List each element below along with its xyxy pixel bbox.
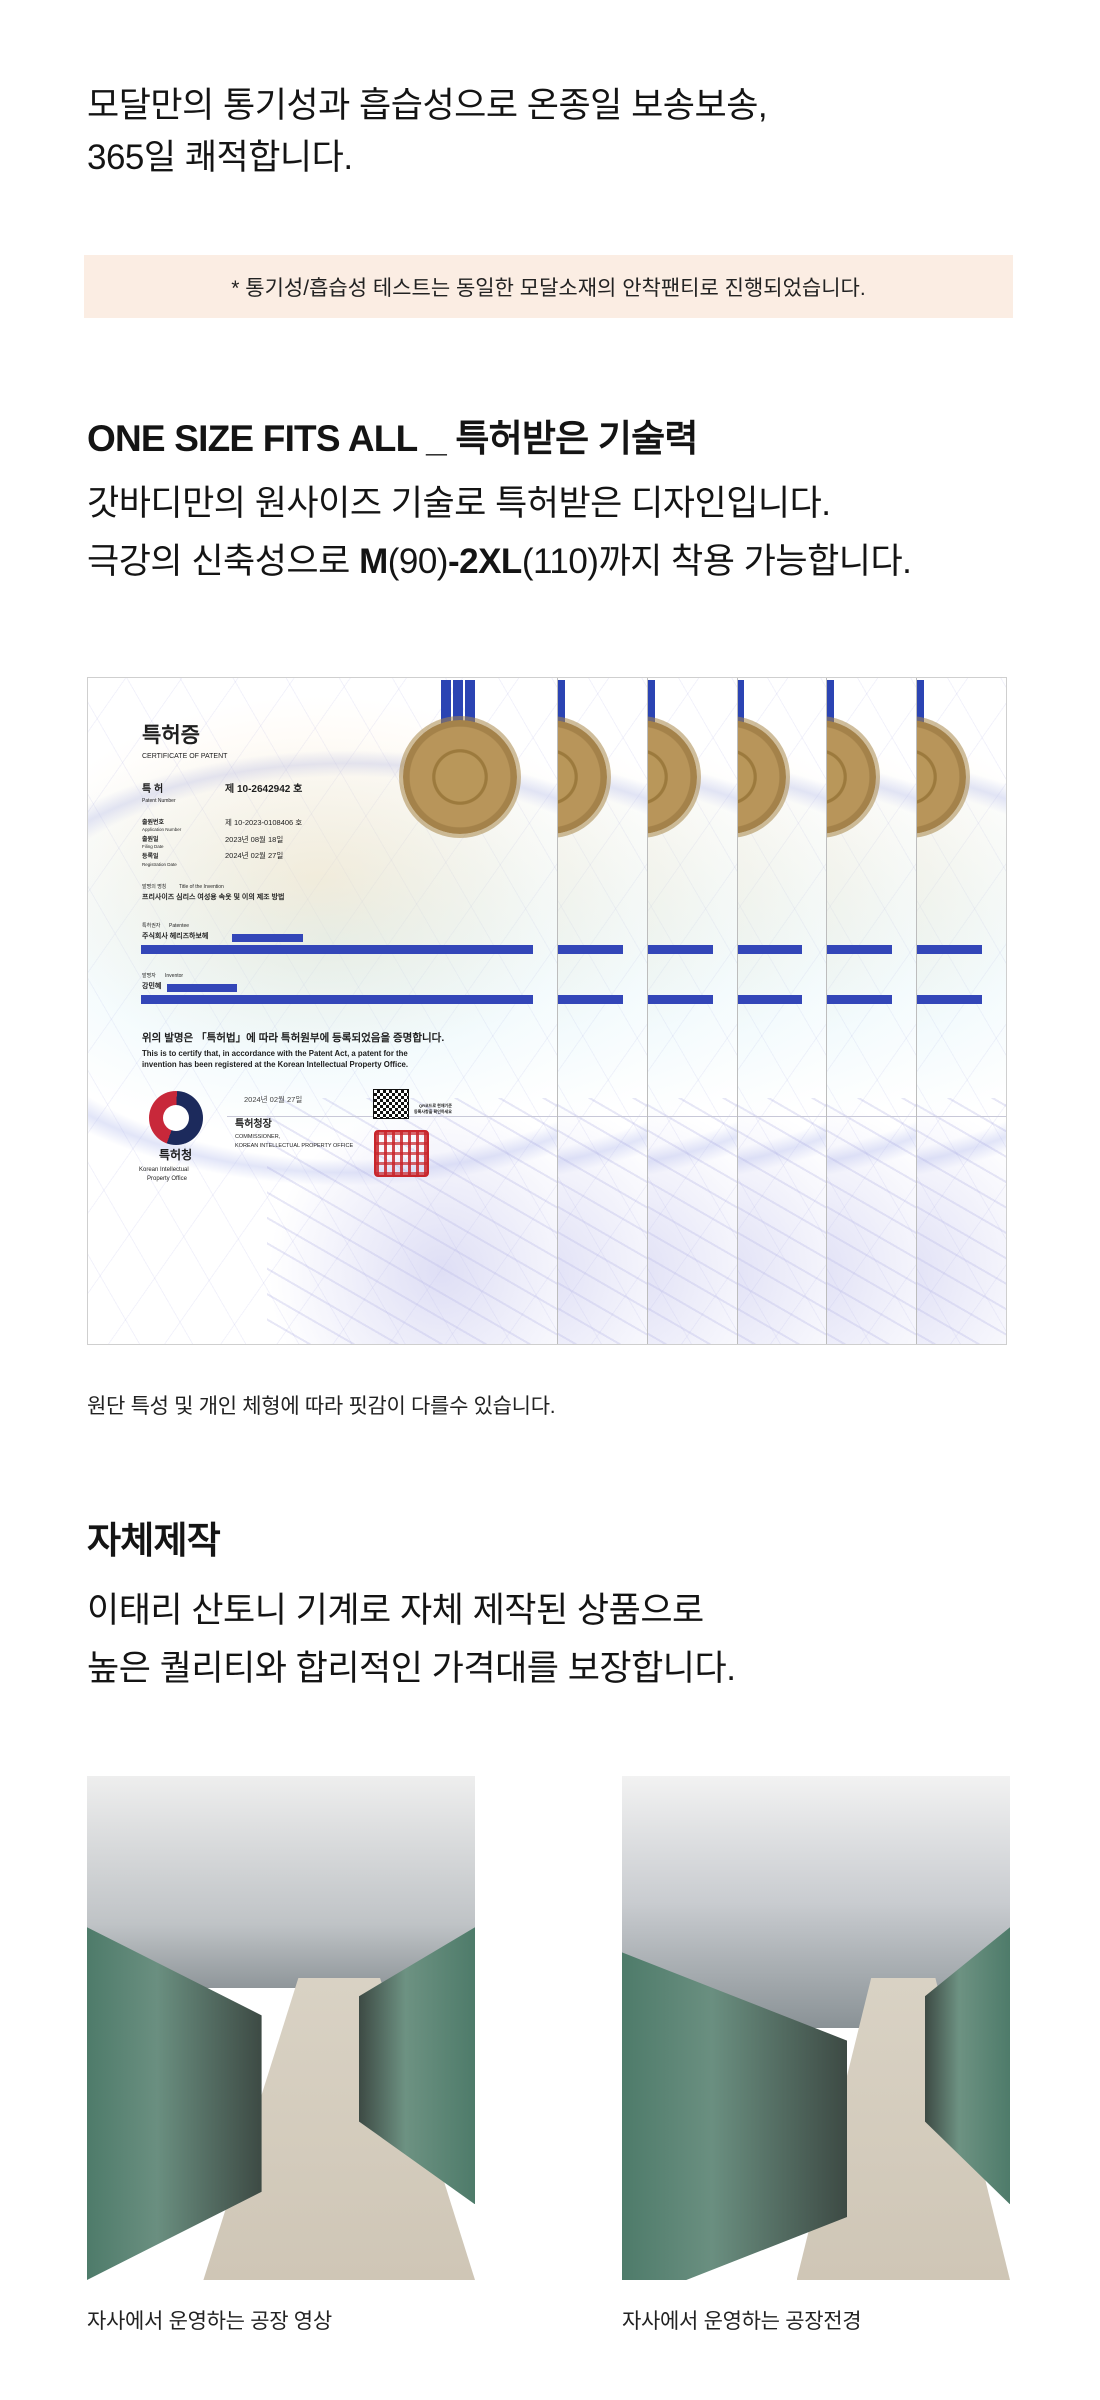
label: 특허권자 [142, 923, 161, 929]
ribbon-icon [914, 680, 924, 735]
application-number: 제 10-2023-0108406 호 [225, 818, 303, 827]
text: 까지 착용 가능합니다. [598, 542, 912, 581]
office-name-en: Korean Intellectual [139, 1167, 189, 1173]
label-en: Inventor [165, 973, 184, 979]
factory-video-caption: 자사에서 운영하는 공장 영상 [87, 2310, 332, 2333]
label-en: Application Number [142, 827, 182, 832]
ceiling [87, 1776, 475, 1988]
statement-en: This is to certify that, in accordance w… [142, 1049, 408, 1058]
label: 출원번호 [142, 820, 165, 826]
kipo-logo-icon [149, 1091, 203, 1145]
patent-line-1: 갓바디만의 원사이즈 기술로 특허받은 디자인입니다. [87, 484, 831, 523]
label-en: Patentee [169, 923, 190, 929]
fit-caption: 원단 특성 및 개인 체형에 따라 핏감이 다를수 있습니다. [87, 1395, 556, 1418]
certificate-copy: 특허증 CERTIFICATE OF PATENT 특 허 Patent Num… [88, 678, 558, 1344]
intro-line-1: 모달만의 통기성과 흡습성으로 온종일 보송보송, [87, 86, 768, 125]
size-m: M [359, 542, 388, 581]
redaction-bar [141, 995, 533, 1004]
factory-description: 이태리 산토니 기계로 자체 제작된 상품으로 높은 퀄리티와 합리적인 가격대… [87, 1582, 736, 1698]
label-en: Registration Date [142, 862, 177, 867]
label-en: Patent Number [142, 798, 176, 804]
inventor: 강민혜 [142, 983, 162, 990]
factory-line-1: 이태리 산토니 기계로 자체 제작된 상품으로 [87, 1591, 704, 1630]
intro-text: 모달만의 통기성과 흡습성으로 온종일 보송보송, 365일 쾌적합니다. [87, 80, 768, 184]
size-2xl-value: (110) [521, 542, 599, 581]
redaction-box [167, 984, 237, 992]
ribbon-icon [465, 680, 475, 735]
official-seal-icon [374, 1130, 429, 1177]
ribbon-icon [441, 680, 451, 735]
qr-code-icon [373, 1089, 409, 1119]
label: 특 허 [142, 784, 164, 795]
factory-photo-caption: 자사에서 운영하는 공장전경 [622, 2310, 862, 2333]
office-name: 특허청 [159, 1148, 193, 1162]
filing-date: 2023년 08월 18일 [225, 835, 284, 844]
patentee: 주식회사 헤리즈하보헤 [142, 933, 209, 940]
patent-heading: ONE SIZE FITS ALL _ 특허받은 기술력 [87, 418, 698, 459]
statement-en: invention has been registered at the Kor… [142, 1060, 409, 1069]
size-m-value: (90) [387, 542, 449, 581]
commissioner-en: KOREAN INTELLECTUAL PROPERTY OFFICE [235, 1143, 354, 1149]
commissioner-en: COMMISSIONER, [235, 1134, 281, 1140]
label: 발명의 명칭 [142, 884, 167, 890]
factory-video[interactable] [87, 1776, 475, 2280]
patent-description: 갓바디만의 원사이즈 기술로 특허받은 디자인입니다. 극강의 신축성으로 M(… [87, 475, 912, 591]
ribbon-icon [644, 680, 655, 735]
ribbon-icon [824, 680, 835, 735]
factory-line-2: 높은 퀄리티와 합리적인 가격대를 보장합니다. [87, 1649, 736, 1688]
ribbon-icon [554, 680, 565, 735]
statement-ko: 위의 발명은 「특허법」에 따라 특허원부에 등록되었음을 증명합니다. [142, 1032, 445, 1044]
ribbon-icon [734, 680, 745, 735]
test-note-text: * 통기성/흡습성 테스트는 동일한 모달소재의 안착팬티로 진행되었습니다. [231, 276, 866, 300]
redaction-box [232, 934, 303, 942]
registration-date: 2024년 02월 27일 [225, 851, 284, 860]
label-en: Filing Date [142, 844, 164, 849]
patent-certificate-image: 특허증 CERTIFICATE OF PATENT 특 허 Patent Num… [87, 677, 1007, 1345]
commissioner: 특허청장 [235, 1119, 272, 1130]
redaction-bar [141, 945, 533, 954]
qr-note: 등록사항을 확인하세요 [414, 1109, 452, 1114]
label-en: Title of the Invention [179, 884, 224, 890]
patent-number: 제 10-2642942 호 [225, 784, 303, 795]
qr-note: QR코드로 현재기준 [419, 1103, 452, 1108]
factory-heading: 자체제작 [87, 1520, 221, 1561]
label: 출원일 [142, 837, 159, 843]
intro-line-2: 365일 쾌적합니다. [87, 138, 353, 177]
label: 등록일 [142, 854, 159, 860]
factory-photo [622, 1776, 1010, 2280]
test-note-banner: * 통기성/흡습성 테스트는 동일한 모달소재의 안착팬티로 진행되었습니다. [84, 255, 1013, 318]
cert-title: 특허증 [142, 724, 200, 747]
patent-line-2: 극강의 신축성으로 M(90)-2XL(110)까지 착용 가능합니다. [87, 533, 912, 591]
text: 극강의 신축성으로 [87, 542, 360, 581]
office-name-en: Property Office [147, 1176, 187, 1182]
cert-title-en: CERTIFICATE OF PATENT [142, 753, 228, 760]
gold-seal-icon [403, 720, 517, 834]
size-2xl: -2XL [447, 542, 522, 581]
invention-title: 프리사이즈 심리스 여성용 속옷 및 이의 제조 방법 [142, 894, 285, 901]
ribbon-icon [453, 680, 463, 735]
issue-date: 2024년 02월 27일 [244, 1095, 303, 1104]
label: 발명자 [142, 973, 156, 979]
